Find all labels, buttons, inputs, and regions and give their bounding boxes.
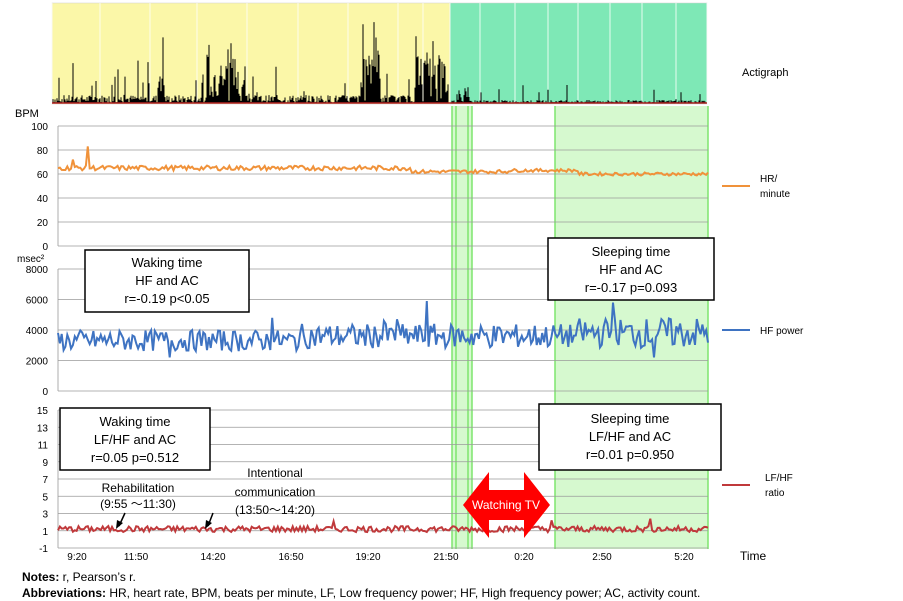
svg-text:Sleeping time: Sleeping time <box>591 411 670 426</box>
y-tick-label: 6000 <box>26 296 49 307</box>
watching-tv-arrow: Watching TV <box>463 472 550 538</box>
y-tick-label: 40 <box>37 194 49 205</box>
panel-tick-labels: 02040608010002000400060008000-1135791113… <box>26 122 49 555</box>
legend-hr-line2: minute <box>760 189 790 200</box>
annotation-rehabilitation: Rehabilitation (9:55 ～11:30) <box>100 481 176 529</box>
svg-text:r=-0.17 p=0.093: r=-0.17 p=0.093 <box>585 280 678 295</box>
actigraph-grid <box>51 3 708 104</box>
shade-band-1 <box>452 106 472 549</box>
legend-lfhf: LF/HF ratio <box>722 473 793 499</box>
y-tick-label: 4000 <box>26 326 49 337</box>
y-tick-label: 3 <box>42 510 48 521</box>
annotation-waking-lfhf: Waking time LF/HF and AC r=0.05 p=0.512 <box>59 407 211 471</box>
svg-text:Waking time: Waking time <box>131 255 202 270</box>
x-tick-label: 14:20 <box>200 552 225 563</box>
unit-msec: msec² <box>17 254 45 265</box>
y-tick-label: 9 <box>42 458 48 469</box>
legend-hr: HR/ minute <box>722 174 790 200</box>
svg-text:Intentional: Intentional <box>247 466 302 480</box>
shade-borders <box>451 106 709 549</box>
notes-line: Notes: r, Pearson’s r. <box>22 570 136 584</box>
actigraph-sleeping-bg <box>449 2 708 105</box>
svg-text:communication: communication <box>235 485 316 499</box>
annotation-intentional-communication: Intentional communication (13:50～14:20) <box>205 466 315 529</box>
unit-bpm: BPM <box>15 108 39 120</box>
panel-series <box>57 146 709 535</box>
y-tick-label: 80 <box>37 146 49 157</box>
svg-text:HF and AC: HF and AC <box>599 262 663 277</box>
actigraph-activity-waking <box>52 22 449 103</box>
actigraph-bars <box>52 22 707 104</box>
legend-hr-line1: HR/ <box>760 174 777 185</box>
annotation-sleeping-lfhf: Sleeping time LF/HF and AC r=0.01 p=0.95… <box>538 403 722 471</box>
x-tick-label: 16:50 <box>278 552 303 563</box>
x-tick-label: 19:20 <box>355 552 380 563</box>
y-tick-label: 15 <box>37 406 49 417</box>
y-tick-label: 5 <box>42 492 48 503</box>
legend-hf-label: HF power <box>760 326 804 337</box>
x-tick-label: 9:20 <box>67 552 87 563</box>
y-tick-label: 1 <box>42 527 48 538</box>
y-tick-label: 8000 <box>26 265 49 276</box>
svg-text:(13:50～14:20): (13:50～14:20) <box>235 503 315 517</box>
y-tick-label: 0 <box>42 387 48 398</box>
x-tick-label: 0:20 <box>514 552 534 563</box>
figure-notes: Notes: r, Pearson’s r. Abbreviations: HR… <box>22 569 700 601</box>
legend-hf: HF power <box>722 326 804 337</box>
x-tick-label: 21:50 <box>433 552 458 563</box>
series-hr <box>57 146 709 177</box>
annotation-waking-hf: Waking time HF and AC r=-0.19 p<0.05 <box>84 249 250 313</box>
y-tick-label: 20 <box>37 218 49 229</box>
x-tick-label: 5:20 <box>674 552 694 563</box>
x-tick-label: 2:50 <box>592 552 612 563</box>
watching-tv-label: Watching TV <box>472 498 540 512</box>
y-tick-label: 2000 <box>26 357 49 368</box>
svg-text:r=0.05 p=0.512: r=0.05 p=0.512 <box>91 450 179 465</box>
svg-text:LF/HF and AC: LF/HF and AC <box>94 432 176 447</box>
y-tick-label: 11 <box>38 441 49 452</box>
y-tick-label: 100 <box>31 122 48 133</box>
actigraph-label: Actigraph <box>742 67 788 79</box>
y-tick-label: 60 <box>37 170 49 181</box>
svg-text:(9:55 ～11:30): (9:55 ～11:30) <box>100 497 176 511</box>
svg-text:r=0.01 p=0.950: r=0.01 p=0.950 <box>586 447 674 462</box>
y-tick-label: -1 <box>39 544 48 555</box>
y-tick-label: 7 <box>42 475 48 486</box>
svg-text:Waking time: Waking time <box>99 414 170 429</box>
y-tick-label: 0 <box>42 242 48 253</box>
x-tick-label: 11:50 <box>124 552 149 563</box>
annotation-sleeping-hf: Sleeping time HF and AC r=-0.17 p=0.093 <box>547 237 715 301</box>
svg-text:Rehabilitation: Rehabilitation <box>102 481 175 495</box>
series-hf <box>57 300 709 358</box>
x-tick-labels: 9:20 11:50 14:20 16:50 19:20 21:50 0:20 2:50 5:2… <box>67 552 694 563</box>
x-axis-title: Time <box>740 549 767 563</box>
legend-lfhf-line2: ratio <box>765 488 785 499</box>
svg-text:HF and AC: HF and AC <box>135 273 199 288</box>
y-tick-label: 13 <box>37 423 49 434</box>
svg-text:Sleeping time: Sleeping time <box>592 244 671 259</box>
svg-text:r=-0.19 p<0.05: r=-0.19 p<0.05 <box>124 291 209 306</box>
abbreviations-line: Abbreviations: HR, heart rate, BPM, beat… <box>22 586 701 600</box>
svg-text:LF/HF and AC: LF/HF and AC <box>589 429 671 444</box>
series-lfhf <box>57 517 709 535</box>
legend-lfhf-line1: LF/HF <box>765 473 793 484</box>
